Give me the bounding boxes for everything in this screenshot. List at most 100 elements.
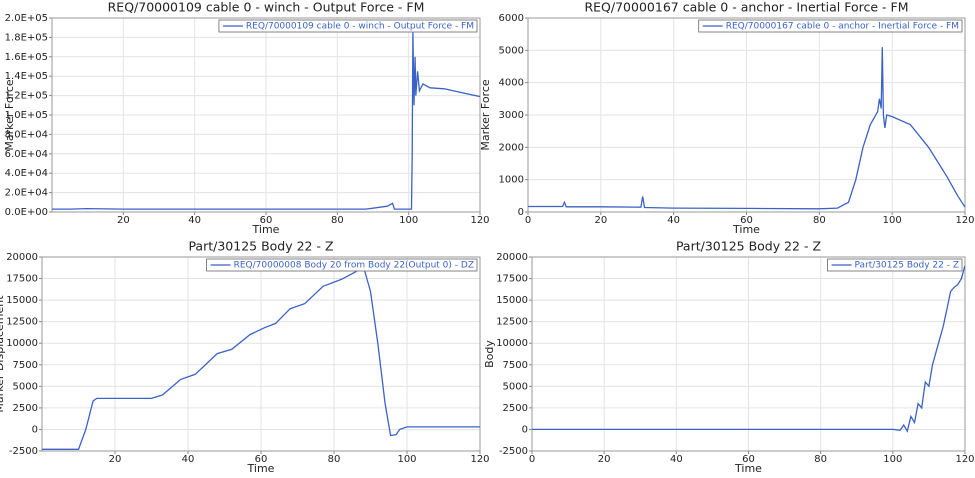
y-axis-label: Marker Displacement	[0, 295, 6, 413]
y-tick-label: 7500	[503, 360, 528, 371]
legend: REQ/70000167 cable 0 - anchor - Inertial…	[698, 19, 963, 33]
y-tick-label: 1.6E+05	[5, 52, 48, 63]
y-tick-label: 2000	[499, 142, 524, 153]
y-tick-label: 17500	[496, 274, 528, 285]
y-tick-label: 5000	[13, 381, 38, 392]
y-tick-label: 10000	[6, 338, 38, 349]
y-tick-label: 15000	[6, 295, 38, 306]
y-tick-label: 1.4E+05	[5, 71, 48, 82]
x-tick-label: 100	[883, 454, 902, 465]
y-tick-label: 7500	[13, 360, 38, 371]
x-tick-label: 40	[188, 215, 201, 226]
x-tick-label: 120	[955, 215, 974, 226]
plot-frame	[41, 256, 481, 452]
plot-frame	[51, 17, 481, 213]
y-tick-label: -2500	[9, 446, 38, 457]
y-tick-label: 0.0E+00	[5, 207, 48, 218]
y-tick-label: 2500	[503, 403, 528, 414]
data-layer	[528, 47, 965, 210]
y-axis-label: Marker Force	[479, 79, 492, 151]
x-tick-label: 20	[109, 454, 122, 465]
y-tick-label: 1000	[499, 175, 524, 186]
chart-title: REQ/70000167 cable 0 - anchor - Inertial…	[584, 0, 908, 15]
plot-frame	[527, 17, 966, 213]
y-tick-label: 10000	[496, 338, 528, 349]
y-tick-label: 0	[522, 424, 528, 435]
y-tick-label: 12500	[496, 317, 528, 328]
x-tick-label: 80	[814, 454, 827, 465]
chart-title: Part/30125 Body 22 - Z	[188, 239, 333, 254]
data-layer	[42, 264, 480, 450]
y-tick-label: 0	[32, 424, 38, 435]
y-tick-label: -2500	[499, 446, 528, 457]
legend-box	[206, 258, 478, 272]
x-tick-label: 120	[470, 454, 489, 465]
x-tick-label: 80	[328, 454, 341, 465]
y-tick-label: 5000	[503, 381, 528, 392]
x-tick-label: 120	[470, 215, 489, 226]
x-tick-label: 100	[397, 454, 416, 465]
x-tick-label: 40	[667, 215, 680, 226]
chart-panel: REQ/70000167 cable 0 - anchor - Inertial…	[479, 0, 975, 236]
y-tick-label: 0	[518, 207, 524, 218]
x-tick-label: 80	[331, 215, 344, 226]
x-tick-label: 60	[740, 215, 753, 226]
series-line	[528, 47, 965, 210]
y-tick-label: 2500	[13, 403, 38, 414]
y-tick-label: 1.2E+05	[5, 91, 48, 102]
legend-text: REQ/70000008 Body 20 from Body 22(Output…	[234, 261, 474, 271]
series-line	[52, 32, 480, 210]
legend-box	[698, 19, 963, 33]
x-tick-label: 60	[742, 454, 755, 465]
x-tick-label: 40	[670, 454, 683, 465]
plot-frame	[531, 256, 966, 452]
x-tick-label: 100	[883, 215, 902, 226]
y-tick-label: 8.0E+04	[5, 129, 48, 140]
x-tick-label: 80	[813, 215, 826, 226]
x-tick-label: 20	[598, 454, 611, 465]
x-tick-label: 0	[529, 454, 535, 465]
x-tick-label: 20	[594, 215, 607, 226]
y-tick-label: 6000	[499, 13, 524, 24]
legend-text: REQ/70000167 cable 0 - anchor - Inertial…	[726, 22, 959, 32]
x-tick-label: 100	[399, 215, 418, 226]
y-tick-label: 6.0E+04	[5, 149, 48, 160]
legend: REQ/70000008 Body 20 from Body 22(Output…	[206, 258, 478, 272]
y-tick-label: 20000	[496, 252, 528, 263]
x-tick-label: 40	[182, 454, 195, 465]
x-tick-label: 0	[525, 215, 531, 226]
x-tick-label: 60	[255, 454, 268, 465]
y-axis-label: Marker Force	[3, 79, 16, 151]
chart-panel: Part/30125 Body 22 - Z-25000250050007500…	[483, 239, 975, 476]
legend-box	[827, 258, 963, 272]
legend: Part/30125 Body 22 - Z	[827, 258, 963, 272]
y-tick-label: 4000	[499, 78, 524, 89]
x-tick-label: 20	[117, 215, 130, 226]
chart-panel: REQ/70000109 cable 0 - winch - Output Fo…	[3, 0, 490, 236]
y-tick-label: 2.0E+05	[5, 13, 48, 24]
data-layer	[532, 265, 965, 433]
y-tick-label: 2.0E+04	[5, 188, 48, 199]
chart-title: REQ/70000109 cable 0 - winch - Output Fo…	[108, 0, 425, 15]
data-layer	[52, 32, 480, 210]
legend-text: Part/30125 Body 22 - Z	[855, 261, 959, 271]
legend: REQ/70000109 cable 0 - winch - Output Fo…	[218, 19, 478, 33]
x-axis-label: Time	[252, 223, 280, 236]
series-line	[42, 264, 480, 450]
legend-box	[218, 19, 478, 33]
y-tick-label: 12500	[6, 317, 38, 328]
x-tick-label: 120	[955, 454, 974, 465]
y-tick-label: 3000	[499, 110, 524, 121]
x-axis-label: Time	[734, 462, 762, 475]
chart-title: Part/30125 Body 22 - Z	[676, 239, 821, 254]
x-axis-label: Time	[732, 223, 760, 236]
y-tick-label: 15000	[496, 295, 528, 306]
y-axis-label: Body	[483, 340, 496, 368]
y-tick-label: 20000	[6, 252, 38, 263]
series-line	[532, 265, 965, 433]
y-tick-label: 17500	[6, 274, 38, 285]
x-tick-label: 60	[260, 215, 273, 226]
legend-text: REQ/70000109 cable 0 - winch - Output Fo…	[246, 22, 474, 32]
x-axis-label: Time	[247, 462, 275, 475]
y-tick-label: 4.0E+04	[5, 168, 48, 179]
